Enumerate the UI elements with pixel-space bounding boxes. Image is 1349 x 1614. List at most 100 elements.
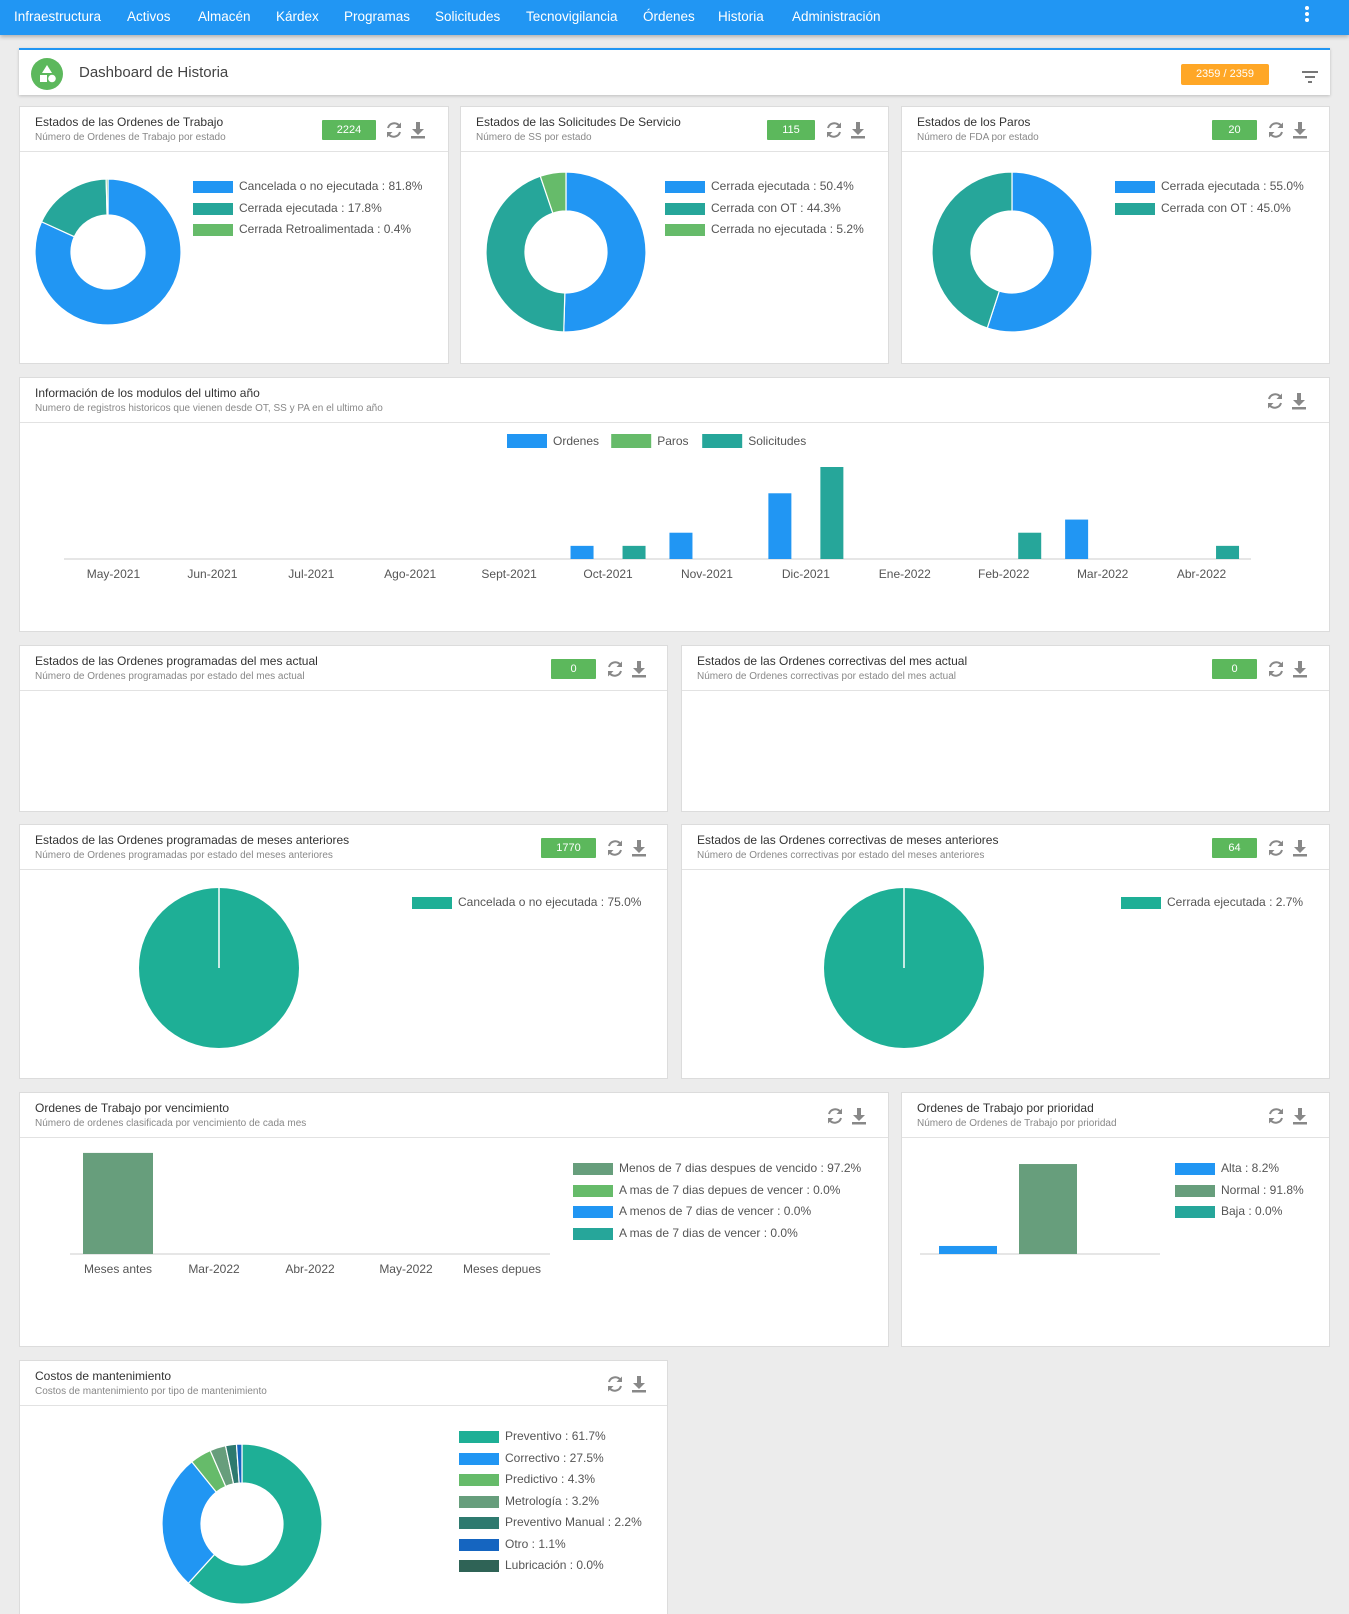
legend-swatch [459, 1560, 499, 1572]
refresh-icon[interactable] [384, 120, 404, 140]
count-badge: 2224 [322, 120, 376, 140]
card-header: Estados de las Ordenes programadas de me… [20, 825, 667, 870]
bar-chart-ot-due: Meses antes Mar-2022 Abr-2022 May-2022 Meses… [70, 1152, 550, 1276]
pie-chart-prog-previous [139, 888, 299, 1048]
count-badge: 20 [1212, 120, 1257, 140]
x-tick-label: Nov-2021 [681, 567, 733, 581]
legend-swatch [459, 1474, 499, 1486]
count-badge: 1770 [541, 838, 596, 858]
nav-solicitudes[interactable]: Solicitudes [435, 9, 501, 24]
x-tick-label: Ago-2021 [384, 567, 436, 581]
legend-swatch [459, 1538, 499, 1551]
pie-slice-correctivo [161, 1460, 218, 1585]
legend-item-paros: Paros [611, 434, 689, 448]
x-tick-label: Mar-2022 [188, 1262, 240, 1276]
refresh-icon[interactable] [1266, 120, 1286, 140]
nav-activos[interactable]: Activos [127, 9, 171, 24]
download-icon[interactable] [1290, 391, 1308, 411]
legend-swatch [412, 897, 452, 909]
refresh-icon[interactable] [1266, 838, 1286, 858]
download-icon[interactable] [630, 659, 648, 679]
card-subtitle: Numero de registros historicos que viene… [35, 403, 383, 414]
pie-slice-cerrada-ejecutada [824, 888, 984, 1048]
svg-text:Ordenes: Ordenes [553, 434, 599, 448]
pie-slice-cancelada-o-no-ejecutada [34, 178, 182, 326]
card-title: Ordenes de Trabajo por prioridad [917, 1101, 1094, 1115]
legend-swatch [665, 181, 705, 193]
more-vert-icon[interactable] [1303, 5, 1311, 25]
nav-administracion[interactable]: Administración [792, 9, 881, 24]
download-icon[interactable] [850, 1106, 868, 1126]
card-header: Información de los modulos del ultimo añ… [20, 378, 1329, 423]
refresh-icon[interactable] [1266, 1106, 1286, 1126]
nav-infraestructura[interactable]: Infraestructura [14, 9, 102, 24]
donut-chart-ss-states [485, 171, 647, 333]
legend-swatch [573, 1184, 613, 1197]
nav-ordenes[interactable]: Órdenes [643, 9, 695, 24]
bar-solicitudes [1216, 545, 1240, 559]
x-tick-label: Ene-2022 [879, 567, 931, 581]
card-subtitle: Número de Ordenes correctivas por estado… [697, 671, 957, 682]
x-tick-label: Abr-2022 [1177, 567, 1227, 581]
card-title: Estados de las Ordenes programadas del m… [35, 654, 318, 668]
card-subtitle: Número de ordenes clasificada por vencim… [35, 1118, 307, 1129]
download-icon[interactable] [1291, 659, 1309, 679]
pie-slice-cerrada-con-ot [931, 171, 1013, 329]
count-badge: 64 [1212, 838, 1257, 858]
pie-slice-cerrada-retroalimentada [105, 178, 109, 216]
x-tick-label: Oct-2021 [583, 567, 633, 581]
nav-kardex[interactable]: Kárdex [276, 9, 319, 24]
card-header: Estados de las Ordenes programadas del m… [20, 646, 667, 691]
card-subtitle: Número de Ordenes de Trabajo por priorid… [917, 1118, 1117, 1129]
download-icon[interactable] [630, 838, 648, 858]
card-subtitle: Número de SS por estado [476, 132, 592, 143]
refresh-icon[interactable] [605, 659, 625, 679]
legend-swatch [1115, 181, 1155, 193]
legend-swatch [193, 202, 233, 215]
download-icon[interactable] [630, 1374, 648, 1394]
bar-solicitudes [1018, 532, 1042, 559]
card-subtitle: Número de Ordenes correctivas por estado… [697, 850, 985, 861]
nav-tecnovigilancia[interactable]: Tecnovigilancia [526, 9, 618, 24]
legend-item-solicitudes: Solicitudes [702, 434, 806, 448]
refresh-icon[interactable] [605, 838, 625, 858]
x-tick-label: Mar-2022 [1077, 567, 1129, 581]
card-corr-current: Estados de las Ordenes correctivas del m… [681, 645, 1330, 812]
download-icon[interactable] [849, 120, 867, 140]
card-header: Estados de las Solicitudes De Servicio N… [461, 107, 888, 152]
nav-historia[interactable]: Historia [718, 9, 764, 24]
x-tick-label: Abr-2022 [285, 1262, 335, 1276]
shapes-icon [31, 58, 63, 90]
svg-text:Paros: Paros [657, 434, 688, 448]
refresh-icon[interactable] [1265, 391, 1285, 411]
refresh-icon[interactable] [825, 1106, 845, 1126]
x-tick-label: Meses antes [84, 1262, 152, 1276]
card-header: Estados de los Paros Número de FDA por e… [902, 107, 1329, 152]
download-icon[interactable] [1291, 1106, 1309, 1126]
legend-swatch [1115, 202, 1155, 215]
filter-icon[interactable] [1302, 70, 1318, 83]
legend-swatch [459, 1452, 499, 1465]
legend-swatch [573, 1163, 613, 1175]
download-icon[interactable] [1291, 120, 1309, 140]
card-title: Estados de las Ordenes de Trabajo [35, 115, 224, 129]
download-icon[interactable] [409, 120, 427, 140]
card-prog-current: Estados de las Ordenes programadas del m… [19, 645, 668, 812]
legend-swatch [665, 202, 705, 215]
x-tick-label: Meses depues [463, 1262, 541, 1276]
card-header: Ordenes de Trabajo por vencimiento Númer… [20, 1093, 888, 1138]
refresh-icon[interactable] [824, 120, 844, 140]
x-tick-label: May-2022 [379, 1262, 433, 1276]
refresh-icon[interactable] [605, 1374, 625, 1394]
nav-programas[interactable]: Programas [344, 9, 411, 24]
pie-slice-cerrada-ejecutada [986, 171, 1093, 333]
card-prog-previous: Estados de las Ordenes programadas de me… [19, 824, 668, 1079]
bar-due [83, 1152, 153, 1254]
legend-swatch [193, 224, 233, 236]
dashboard-header: Dashboard de Historia 2359 / 2359 [19, 48, 1330, 95]
card-paros-states: Estados de los Paros Número de FDA por e… [901, 106, 1330, 364]
download-icon[interactable] [1291, 838, 1309, 858]
refresh-icon[interactable] [1266, 659, 1286, 679]
nav-almacen[interactable]: Almacén [198, 9, 251, 24]
legend-swatch [459, 1431, 499, 1443]
